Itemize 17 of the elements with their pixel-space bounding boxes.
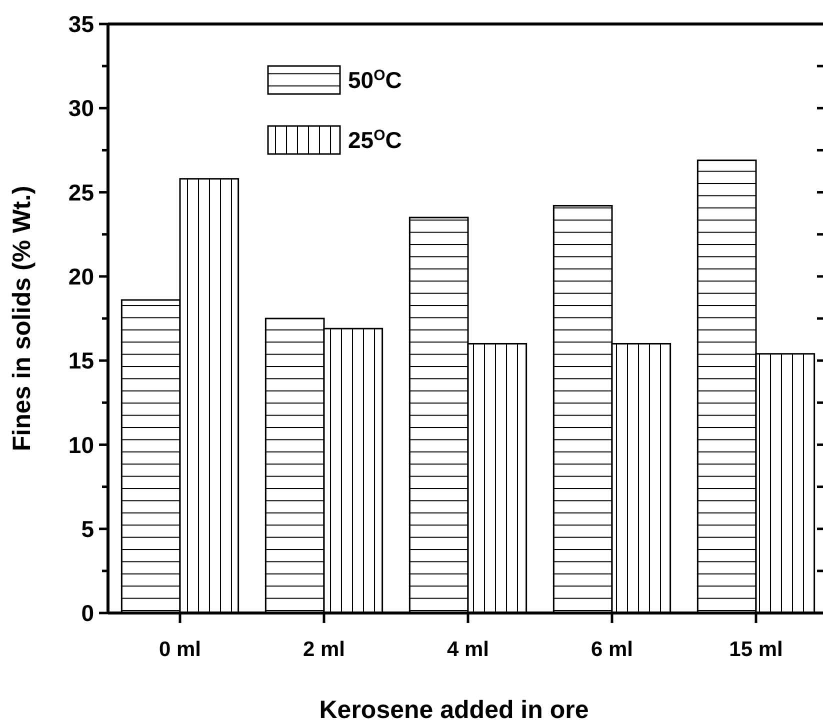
x-tick-label: 2 ml: [302, 638, 346, 661]
x-tick-label: 15 ml: [729, 638, 783, 661]
x-tick-label: 6 ml: [590, 638, 634, 661]
legend-label: 50$^{O}$C: [348, 66, 402, 94]
y-tick-label: 15: [68, 348, 94, 374]
x-tick-label: 4 ml: [446, 638, 490, 661]
legend-label: 25$^{O}$C: [348, 126, 402, 154]
y-tick-label: 30: [68, 95, 94, 122]
x-axis-title: Kerosene added in ore: [319, 696, 589, 722]
y-tick-label: 20: [68, 263, 94, 290]
y-axis-title: Fines in solids (% Wt.): [8, 186, 36, 452]
y-tick-label: 5: [81, 516, 94, 542]
y-tick-label: 35: [68, 11, 94, 38]
y-tick-label: 25: [68, 179, 94, 206]
y-tick-label: 10: [68, 432, 94, 458]
x-tick-label: 0 ml: [158, 638, 202, 661]
y-tick-label: 0: [81, 600, 94, 626]
